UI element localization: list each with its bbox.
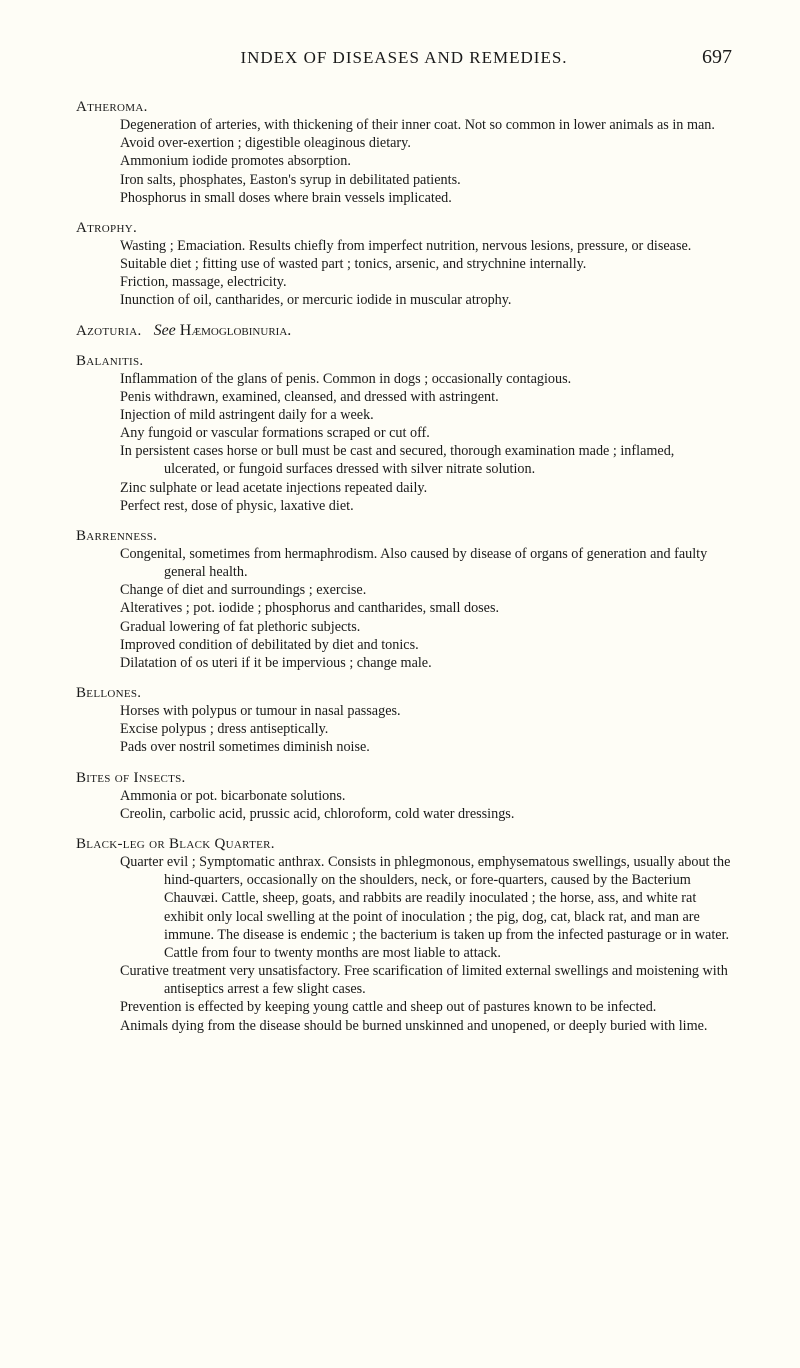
entry-name: Black-leg or Black Quarter. (76, 836, 275, 852)
entry-name: Atheroma. (76, 99, 148, 115)
entry-subline: Iron salts, phosphates, Easton's syrup i… (164, 171, 732, 189)
index-entry: Bellones. Horses with polypus or tumour i… (76, 684, 732, 757)
entry-subline: Alteratives ; pot. iodide ; phosphorus a… (164, 599, 732, 617)
entry-subline: Ammonium iodide promotes absorption. (164, 152, 732, 170)
entry-subline: Animals dying from the disease should be… (164, 1017, 732, 1035)
entry-subline: Excise polypus ; dress antiseptically. (164, 720, 732, 738)
entry-subline: Perfect rest, dose of physic, laxative d… (164, 497, 732, 515)
entry-subline: Creolin, carbolic acid, prussic acid, ch… (164, 805, 732, 823)
entry-heading: Bites of Insects. (76, 769, 732, 787)
entry-subline: Friction, massage, electricity. (164, 273, 732, 291)
entry-name: Bites of Insects. (76, 770, 186, 786)
entries-container: Atheroma. Degeneration of arteries, with … (76, 98, 732, 1035)
entry-subline: Injection of mild astringent daily for a… (164, 406, 732, 424)
entry-name: Azoturia. (76, 323, 142, 339)
entry-subline: Change of diet and surroundings ; exerci… (164, 581, 732, 599)
index-entry: Black-leg or Black Quarter.Quarter evil … (76, 835, 732, 1035)
entry-subline: Phosphorus in small doses where brain ve… (164, 189, 732, 207)
page-header: INDEX OF DISEASES AND REMEDIES. 697 (76, 48, 732, 68)
entry-subline: Gradual lowering of fat plethoric subjec… (164, 618, 732, 636)
entry-heading: Atheroma. (76, 98, 732, 116)
entry-name: Balanitis. (76, 353, 143, 369)
entry-subline: Avoid over-exertion ; digestible oleagin… (164, 134, 732, 152)
entry-subline: Penis withdrawn, examined, cleansed, and… (164, 388, 732, 406)
index-entry: Barrenness. Congenital, sometimes from he… (76, 527, 732, 672)
index-entry: Bites of Insects.Ammonia or pot. bicarbo… (76, 769, 732, 823)
entry-subline: In persistent cases horse or bull must b… (164, 442, 732, 478)
index-entry: Balanitis. Inflammation of the glans of p… (76, 352, 732, 515)
entry-subline: Suitable diet ; fitting use of wasted pa… (164, 255, 732, 273)
entry-definition: Quarter evil ; Symptomatic anthrax. Cons… (164, 853, 732, 962)
page-number: 697 (702, 46, 732, 69)
see-reference: Hæmoglobinuria. (180, 322, 292, 339)
entry-definition: Degeneration of arteries, with thickenin… (164, 116, 732, 134)
entry-heading: Bellones. (76, 684, 732, 702)
entry-definition: Inflammation of the glans of penis. Comm… (164, 370, 732, 388)
entry-subline: Any fungoid or vascular formations scrap… (164, 424, 732, 442)
entry-definition: Congenital, sometimes from hermaphrodism… (164, 545, 732, 581)
entry-definition: Ammonia or pot. bicarbonate solutions. (164, 787, 732, 805)
entry-definition: Wasting ; Emaciation. Results chiefly fr… (164, 237, 732, 255)
entry-name: Barrenness. (76, 528, 157, 544)
entry-heading: Barrenness. (76, 527, 732, 545)
entry-subline: Inunction of oil, cantharides, or mercur… (164, 291, 732, 309)
entry-subline: Improved condition of debilitated by die… (164, 636, 732, 654)
entry-heading: Balanitis. (76, 352, 732, 370)
entry-heading-inline: Azoturia. See Hæmoglobinuria. (76, 322, 732, 340)
index-entry: Atheroma. Degeneration of arteries, with … (76, 98, 732, 207)
page: INDEX OF DISEASES AND REMEDIES. 697 Athe… (0, 0, 800, 1087)
entry-subline: Prevention is effected by keeping young … (164, 998, 732, 1016)
index-entry: Azoturia. See Hæmoglobinuria. (76, 322, 732, 340)
index-entry: Atrophy. Wasting ; Emaciation. Results ch… (76, 219, 732, 310)
see-label: See (154, 322, 180, 339)
entry-subline: Curative treatment very unsatisfactory. … (164, 962, 732, 998)
entry-name: Atrophy. (76, 220, 137, 236)
entry-subline: Zinc sulphate or lead acetate injections… (164, 479, 732, 497)
page-title: INDEX OF DISEASES AND REMEDIES. (240, 48, 567, 68)
entry-name: Bellones. (76, 685, 141, 701)
entry-heading: Black-leg or Black Quarter. (76, 835, 732, 853)
entry-subline: Dilatation of os uteri if it be impervio… (164, 654, 732, 672)
entry-subline: Pads over nostril sometimes diminish noi… (164, 738, 732, 756)
entry-heading: Atrophy. (76, 219, 732, 237)
entry-definition: Horses with polypus or tumour in nasal p… (164, 702, 732, 720)
